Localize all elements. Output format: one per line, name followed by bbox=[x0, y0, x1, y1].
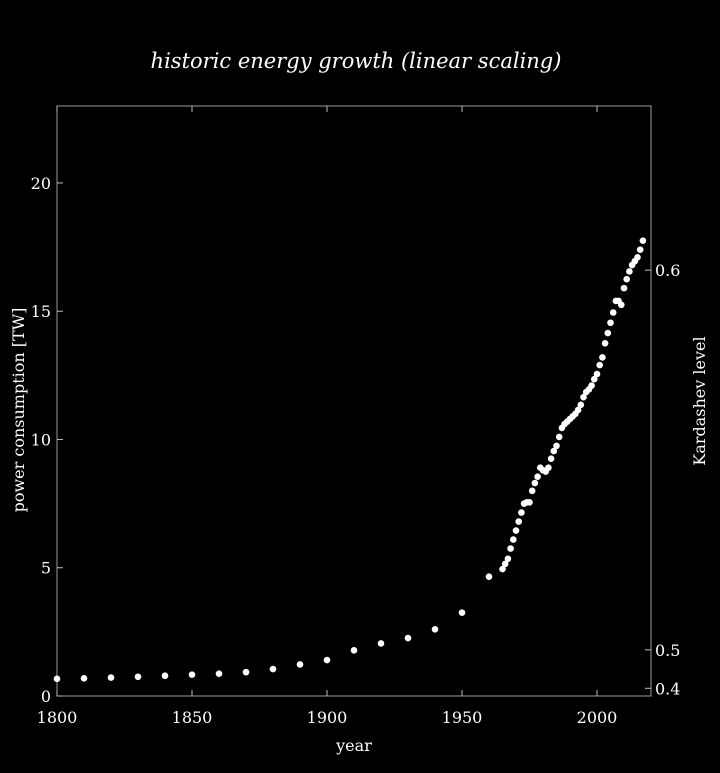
y-axis: 0 5 10 15 20 bbox=[31, 174, 63, 706]
data-point bbox=[593, 370, 601, 378]
data-point bbox=[53, 675, 61, 683]
x-tick-label: 1900 bbox=[307, 708, 348, 727]
data-point bbox=[485, 573, 493, 581]
data-point bbox=[553, 442, 560, 450]
data-point bbox=[350, 647, 358, 654]
data-point bbox=[599, 354, 606, 361]
data-point bbox=[626, 268, 633, 275]
y-tick-label: 10 bbox=[31, 430, 51, 449]
data-point bbox=[296, 661, 304, 668]
data-point bbox=[269, 665, 277, 673]
y-tick-label: 5 bbox=[41, 559, 51, 578]
y-tick-label: 20 bbox=[31, 174, 51, 193]
data-point bbox=[555, 433, 563, 441]
y2-tick-label: 0.4 bbox=[655, 679, 680, 698]
data-point bbox=[515, 518, 522, 525]
data-point bbox=[134, 673, 142, 681]
x-tick-label: 2000 bbox=[577, 708, 618, 727]
x-tick-label: 1800 bbox=[37, 708, 78, 727]
plot-frame bbox=[56, 105, 652, 697]
data-point bbox=[604, 329, 612, 337]
data-point bbox=[377, 640, 385, 647]
data-point bbox=[510, 536, 517, 543]
data-points bbox=[53, 237, 647, 683]
y2-axis-label: Kardashev level bbox=[690, 336, 709, 465]
data-point bbox=[431, 626, 439, 633]
y2-tick-label: 0.6 bbox=[655, 261, 680, 280]
data-point bbox=[188, 671, 196, 679]
data-point bbox=[518, 509, 525, 516]
x-tick-label: 1950 bbox=[442, 708, 483, 727]
x-tick-label: 1850 bbox=[172, 708, 213, 727]
y2-tick-label: 0.5 bbox=[655, 641, 680, 660]
data-point bbox=[458, 609, 466, 616]
data-point bbox=[639, 237, 647, 244]
y-tick-label: 0 bbox=[41, 687, 51, 706]
data-point bbox=[607, 319, 614, 327]
y-axis-label: power consumption [TW] bbox=[9, 308, 28, 513]
data-point bbox=[591, 375, 598, 383]
data-point bbox=[215, 670, 223, 677]
data-point bbox=[504, 555, 512, 563]
data-point bbox=[531, 479, 539, 487]
data-point bbox=[601, 339, 609, 347]
data-point bbox=[574, 406, 582, 414]
data-point bbox=[620, 284, 628, 292]
data-point bbox=[634, 254, 641, 261]
y2-axis: 0.4 0.5 0.6 bbox=[645, 261, 680, 698]
data-point bbox=[528, 487, 536, 495]
data-point bbox=[588, 382, 595, 389]
data-point bbox=[323, 656, 331, 664]
x-axis-label: year bbox=[335, 736, 372, 755]
data-point bbox=[636, 246, 644, 253]
data-point bbox=[618, 301, 625, 309]
data-point bbox=[80, 675, 88, 682]
data-point bbox=[526, 499, 533, 506]
data-point bbox=[596, 361, 603, 369]
y-tick-label: 15 bbox=[31, 302, 51, 321]
data-point bbox=[501, 560, 509, 568]
data-point bbox=[161, 672, 169, 680]
data-point bbox=[507, 545, 514, 552]
data-point bbox=[550, 447, 558, 455]
data-point bbox=[107, 674, 115, 681]
data-point bbox=[609, 309, 617, 316]
chart-title: historic energy growth (linear scaling) bbox=[151, 49, 562, 73]
data-point bbox=[242, 668, 250, 676]
data-point bbox=[580, 393, 587, 401]
data-point bbox=[577, 401, 585, 409]
data-point bbox=[512, 527, 520, 534]
x-axis: 1800 1850 1900 1950 2000 bbox=[37, 106, 618, 727]
data-point bbox=[547, 455, 555, 463]
data-point bbox=[404, 634, 412, 642]
data-point bbox=[623, 275, 630, 283]
data-point bbox=[534, 473, 541, 480]
data-point bbox=[499, 565, 506, 573]
data-point bbox=[545, 464, 552, 471]
